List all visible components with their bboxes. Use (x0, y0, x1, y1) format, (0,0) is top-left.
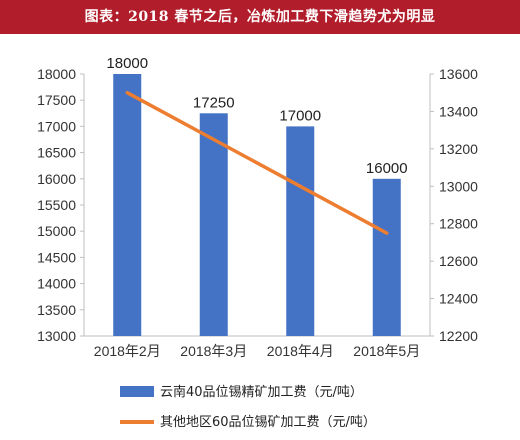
bar-data-label: 17000 (279, 107, 321, 124)
y-left-tick-label: 15000 (37, 223, 76, 239)
y-right-tick-label: 12400 (439, 291, 478, 307)
legend-label-line: 其他地区60品位锡矿加工费（元/吨） (160, 415, 376, 430)
y-right-tick-label: 13600 (439, 66, 478, 82)
y-left-tick-label: 13000 (37, 328, 76, 344)
y-left-tick-label: 14000 (37, 276, 76, 292)
legend: 云南40品位锡精矿加工费（元/吨） 其他地区60品位锡矿加工费（元/吨） (120, 384, 376, 430)
y-left-tick-label: 16000 (37, 171, 76, 187)
y-left-tick-label: 13500 (37, 302, 76, 318)
y-right-tick-label: 13000 (439, 178, 478, 194)
legend-label-bar: 云南40品位锡精矿加工费（元/吨） (160, 384, 363, 400)
bar (199, 113, 228, 336)
x-tick-label: 2018年4月 (267, 343, 334, 359)
y-right-tick-label: 12600 (439, 253, 478, 269)
y-right-tick-label: 13400 (439, 103, 478, 119)
y-left-tick-label: 18000 (37, 66, 76, 82)
y-left-tick-label: 14500 (37, 249, 76, 265)
bar (286, 126, 315, 337)
bar-data-label: 16000 (366, 160, 408, 177)
line-series (125, 90, 389, 235)
bar-data-label: 18000 (106, 55, 148, 72)
y-right-tick-label: 12800 (439, 216, 478, 232)
x-tick-label: 2018年3月 (180, 343, 247, 359)
x-tick-label: 2018年5月 (353, 343, 420, 359)
y-left-tick-label: 16500 (37, 145, 76, 161)
y-right-tick-label: 12200 (439, 328, 478, 344)
x-tick-label: 2018年2月 (94, 343, 161, 359)
bar-data-label: 17250 (193, 94, 235, 111)
y-left-tick-label: 17000 (37, 118, 76, 134)
y-left-tick-label: 15500 (37, 197, 76, 213)
y-left-tick-label: 17500 (37, 92, 76, 108)
chart: 13000 13500 14000 14500 15000 15500 16000 16500… (37, 55, 478, 430)
plot-area: 13000 13500 14000 14500 15000 15500 16000 16500… (37, 55, 478, 359)
y-right-tick-label: 13200 (439, 141, 478, 157)
bar (372, 178, 401, 336)
chart-title: 图表：2018 春节之后，冶炼加工费下滑趋势尤为明显 (0, 0, 520, 34)
bar (113, 74, 142, 336)
legend-swatch-bar (120, 386, 154, 397)
